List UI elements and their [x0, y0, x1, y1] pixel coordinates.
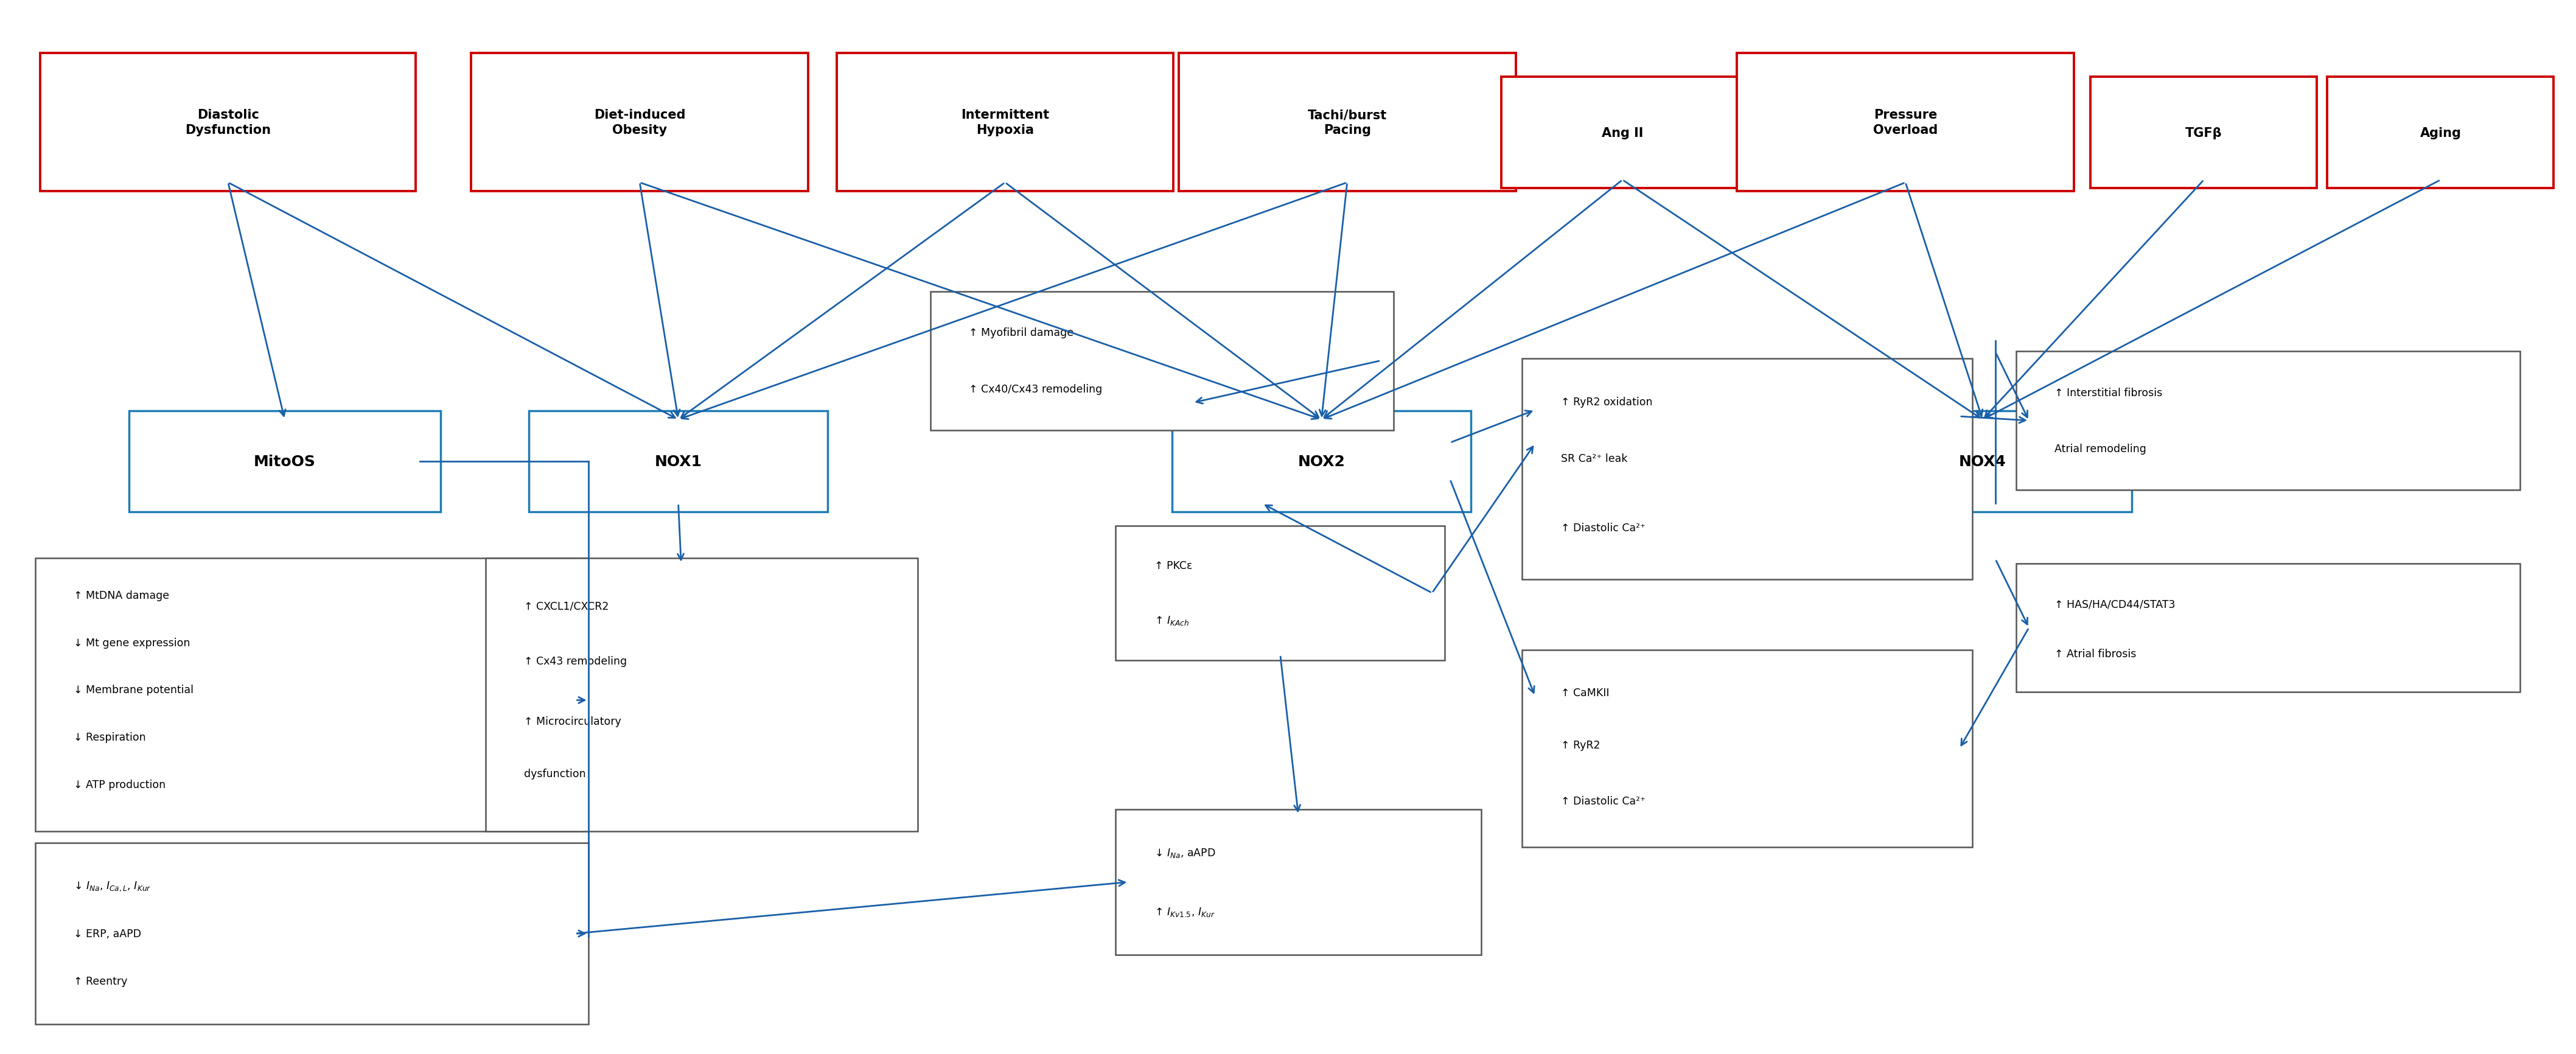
FancyBboxPatch shape: [930, 292, 1394, 430]
FancyBboxPatch shape: [41, 54, 415, 192]
Text: ↑ Reentry: ↑ Reentry: [75, 976, 126, 987]
Text: ↑ CaMKII: ↑ CaMKII: [1561, 687, 1610, 698]
Text: SR Ca²⁺ leak: SR Ca²⁺ leak: [1561, 453, 1628, 464]
FancyBboxPatch shape: [2092, 77, 2316, 189]
Text: ↑ Diastolic Ca²⁺: ↑ Diastolic Ca²⁺: [1561, 523, 1646, 533]
Text: Diastolic
Dysfunction: Diastolic Dysfunction: [185, 109, 270, 136]
Text: MitoOS: MitoOS: [252, 454, 317, 469]
FancyBboxPatch shape: [471, 54, 809, 192]
FancyBboxPatch shape: [837, 54, 1175, 192]
Text: ↓ Mt gene expression: ↓ Mt gene expression: [75, 637, 191, 648]
FancyBboxPatch shape: [1172, 411, 1471, 512]
Text: NOX1: NOX1: [654, 454, 703, 469]
FancyBboxPatch shape: [1736, 54, 2074, 192]
Text: ↑ Interstitial fibrosis: ↑ Interstitial fibrosis: [2056, 387, 2161, 398]
Text: ↑ RyR2: ↑ RyR2: [1561, 740, 1600, 750]
Text: ↑ PKCε: ↑ PKCε: [1154, 561, 1193, 571]
Text: ↓ Membrane potential: ↓ Membrane potential: [75, 684, 193, 696]
Text: Aging: Aging: [2419, 126, 2460, 139]
Text: ↑ RyR2 oxidation: ↑ RyR2 oxidation: [1561, 396, 1651, 408]
Text: Atrial remodeling: Atrial remodeling: [2056, 444, 2146, 454]
Text: ↑ Diastolic Ca²⁺: ↑ Diastolic Ca²⁺: [1561, 796, 1646, 806]
Text: Pressure
Overload: Pressure Overload: [1873, 109, 1937, 136]
FancyBboxPatch shape: [1522, 359, 1973, 580]
Text: ↑ HAS/HA/CD44/STAT3: ↑ HAS/HA/CD44/STAT3: [2056, 599, 2177, 610]
Text: Tachi/burst
Pacing: Tachi/burst Pacing: [1309, 109, 1386, 136]
FancyBboxPatch shape: [484, 559, 917, 832]
FancyBboxPatch shape: [528, 411, 827, 512]
Text: NOX4: NOX4: [1958, 454, 2007, 469]
Text: dysfunction: dysfunction: [523, 768, 585, 779]
FancyBboxPatch shape: [2326, 77, 2553, 189]
FancyBboxPatch shape: [1522, 650, 1973, 847]
FancyBboxPatch shape: [1502, 77, 1744, 189]
Text: Ang II: Ang II: [1602, 126, 1643, 139]
FancyBboxPatch shape: [1834, 411, 2133, 512]
Text: ↓ ATP production: ↓ ATP production: [75, 779, 165, 789]
Text: Diet-induced
Obesity: Diet-induced Obesity: [595, 109, 685, 136]
Text: ↑ Microcirculatory: ↑ Microcirculatory: [523, 716, 621, 727]
FancyBboxPatch shape: [36, 843, 587, 1023]
Text: ↑ $\mathit{I}_{Kv1.5}$, $\mathit{I}_{Kur}$: ↑ $\mathit{I}_{Kv1.5}$, $\mathit{I}_{Kur…: [1154, 905, 1216, 918]
Text: ↓ $\mathit{I}_{Na}$, $\mathit{I}_{Ca,L}$, $\mathit{I}_{Kur}$: ↓ $\mathit{I}_{Na}$, $\mathit{I}_{Ca,L}$…: [75, 880, 152, 892]
Text: ↑ Myofibril damage: ↑ Myofibril damage: [969, 328, 1074, 338]
Text: ↓ ERP, aAPD: ↓ ERP, aAPD: [75, 929, 142, 939]
Text: ↑ CXCL1/CXCR2: ↑ CXCL1/CXCR2: [523, 601, 608, 611]
Text: ↑ $\mathit{I}_{KAch}$: ↑ $\mathit{I}_{KAch}$: [1154, 614, 1190, 626]
Text: ↑ Cx43 remodeling: ↑ Cx43 remodeling: [523, 656, 626, 666]
FancyBboxPatch shape: [1180, 54, 1515, 192]
Text: ↓ Respiration: ↓ Respiration: [75, 731, 147, 743]
Text: ↑ MtDNA damage: ↑ MtDNA damage: [75, 590, 170, 601]
FancyBboxPatch shape: [2017, 564, 2519, 691]
Text: ↑ Atrial fibrosis: ↑ Atrial fibrosis: [2056, 648, 2136, 659]
FancyBboxPatch shape: [1115, 809, 1481, 955]
FancyBboxPatch shape: [36, 559, 587, 832]
Text: TGFβ: TGFβ: [2184, 126, 2223, 139]
Text: ↑ Cx40/Cx43 remodeling: ↑ Cx40/Cx43 remodeling: [969, 384, 1103, 394]
FancyBboxPatch shape: [1115, 526, 1445, 661]
FancyBboxPatch shape: [2017, 352, 2519, 490]
FancyBboxPatch shape: [129, 411, 440, 512]
Text: NOX2: NOX2: [1298, 454, 1345, 469]
Text: Intermittent
Hypoxia: Intermittent Hypoxia: [961, 109, 1048, 136]
Text: ↓ $\mathit{I}_{Na}$, aAPD: ↓ $\mathit{I}_{Na}$, aAPD: [1154, 846, 1216, 859]
